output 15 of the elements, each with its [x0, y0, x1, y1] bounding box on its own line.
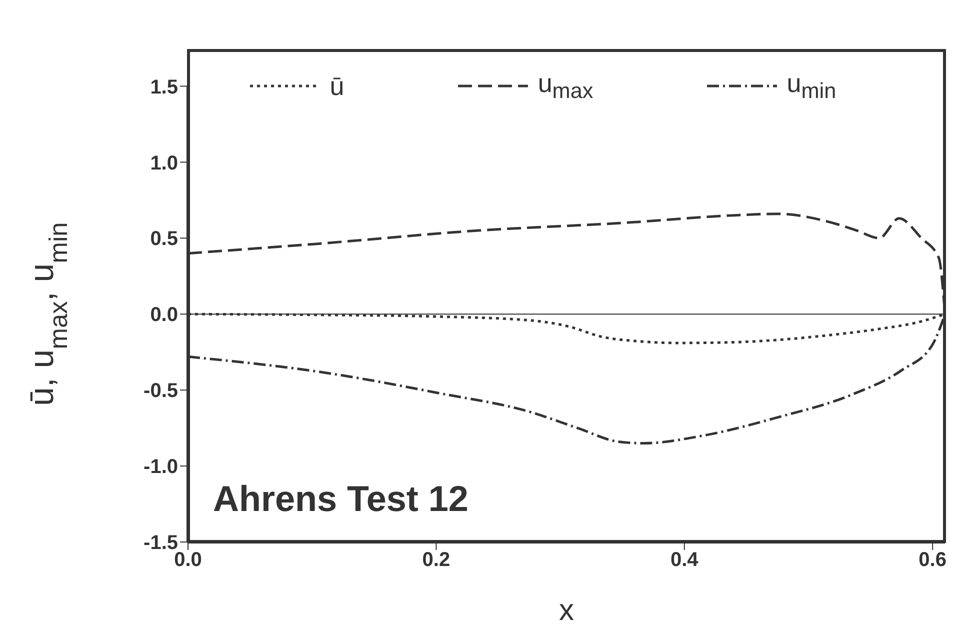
x-tick-label: 0.2 — [422, 549, 450, 572]
legend-label: u$_{min}$ — [786, 68, 836, 104]
y-tick-label: -1.0 — [144, 456, 178, 478]
annotation: Ahrens Test 12 — [213, 478, 468, 520]
y-tick-label: 1.0 — [150, 152, 178, 174]
legend-label: u$_{max}$ — [538, 68, 594, 104]
y-tick-label: 1.5 — [150, 76, 178, 98]
x-axis-title: x — [559, 594, 574, 627]
x-tick-label: 0.4 — [670, 549, 700, 572]
legend-label: ū — [330, 70, 344, 102]
x-tick-label: 0.0 — [174, 549, 202, 572]
x-tick-label: 0.6 — [918, 549, 946, 572]
y-tick-label: 0.0 — [150, 304, 178, 326]
y-tick-label: 0.5 — [150, 228, 178, 250]
y-tick-label: -0.5 — [144, 380, 178, 402]
